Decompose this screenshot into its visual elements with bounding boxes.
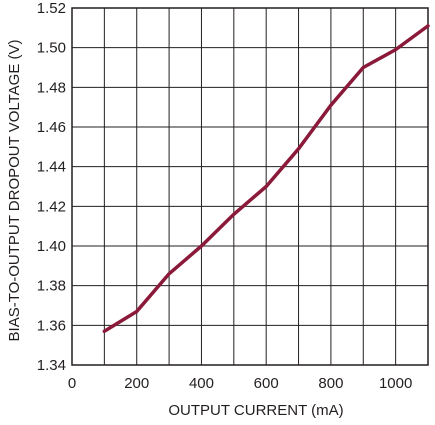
y-tick-label: 1.46	[37, 119, 66, 136]
y-tick-labels: 1.34 1.36 1.38 1.40 1.42 1.44 1.46 1.48 1.50 1.52	[37, 0, 66, 374]
x-tick-label: 800	[318, 375, 343, 392]
series-line	[102, 24, 430, 334]
grid-lines	[72, 8, 428, 365]
series-group	[102, 24, 430, 334]
y-tick-label: 1.36	[37, 317, 66, 334]
y-tick-label: 1.40	[37, 238, 66, 255]
x-tick-labels: 0 200 400 600 800 1000	[68, 375, 412, 392]
y-axis-label: BIAS-TO-OUTPUT DROPOUT VOLTAGE (V)	[6, 40, 23, 342]
y-tick-label: 1.48	[37, 79, 66, 96]
y-tick-label: 1.52	[37, 0, 66, 17]
y-tick-label: 1.42	[37, 198, 66, 215]
y-tick-label: 1.38	[37, 278, 66, 295]
y-tick-label: 1.50	[37, 40, 66, 57]
x-tick-label: 600	[254, 375, 279, 392]
x-tick-label: 1000	[379, 375, 412, 392]
x-tick-label: 400	[189, 375, 214, 392]
y-tick-label: 1.44	[37, 159, 66, 176]
x-axis-label: OUTPUT CURRENT (mA)	[168, 402, 343, 419]
y-tick-label: 1.34	[37, 357, 66, 374]
x-tick-label: 200	[124, 375, 149, 392]
x-tick-label: 0	[68, 375, 76, 392]
plot-frame	[71, 7, 429, 366]
